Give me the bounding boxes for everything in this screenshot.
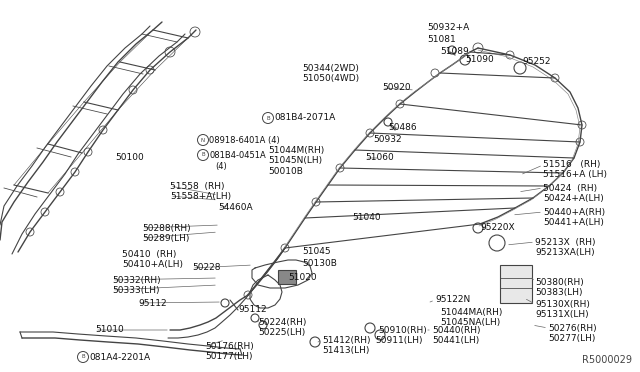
Text: 51044M(RH): 51044M(RH) xyxy=(268,145,324,154)
Text: 95130X(RH): 95130X(RH) xyxy=(535,299,590,308)
Text: 50932: 50932 xyxy=(373,135,402,144)
Text: 51045NA(LH): 51045NA(LH) xyxy=(440,317,500,327)
Text: 50932+A: 50932+A xyxy=(427,23,469,32)
Text: 51060: 51060 xyxy=(365,154,394,163)
Text: 95131X(LH): 95131X(LH) xyxy=(535,310,589,318)
Text: 51412(RH): 51412(RH) xyxy=(322,336,371,344)
Text: 50332(RH): 50332(RH) xyxy=(112,276,161,285)
Text: 50441+A(LH): 50441+A(LH) xyxy=(543,218,604,227)
Text: 51081: 51081 xyxy=(427,35,456,45)
Text: 51044MA(RH): 51044MA(RH) xyxy=(440,308,502,317)
Text: 50410+A(LH): 50410+A(LH) xyxy=(122,260,183,269)
Text: 51558+A(LH): 51558+A(LH) xyxy=(170,192,231,201)
Text: 50177(LH): 50177(LH) xyxy=(205,352,253,360)
Text: 51558  (RH): 51558 (RH) xyxy=(170,182,225,190)
Text: 50380(RH): 50380(RH) xyxy=(535,278,584,286)
Text: 51516+A (LH): 51516+A (LH) xyxy=(543,170,607,180)
Text: 51020: 51020 xyxy=(288,273,317,282)
Text: 50424+A(LH): 50424+A(LH) xyxy=(543,193,604,202)
Text: 50440(RH): 50440(RH) xyxy=(432,326,481,334)
Text: 081B4-0451A: 081B4-0451A xyxy=(209,151,266,160)
Text: 51090: 51090 xyxy=(465,55,493,64)
Text: 50288(RH): 50288(RH) xyxy=(142,224,191,232)
Text: 50276(RH): 50276(RH) xyxy=(548,324,596,333)
Text: 50440+A(RH): 50440+A(RH) xyxy=(543,208,605,217)
Text: 51040: 51040 xyxy=(352,214,381,222)
Text: 50225(LH): 50225(LH) xyxy=(258,327,305,337)
Text: 081B4-2071A: 081B4-2071A xyxy=(274,113,335,122)
Text: N: N xyxy=(201,138,205,142)
Text: 95112: 95112 xyxy=(138,298,166,308)
Text: B: B xyxy=(201,153,205,157)
Text: 95122N: 95122N xyxy=(435,295,470,305)
Text: 50424  (RH): 50424 (RH) xyxy=(543,183,597,192)
Text: 50344(2WD): 50344(2WD) xyxy=(302,64,359,73)
Text: 50010B: 50010B xyxy=(268,167,303,176)
Text: 51045N(LH): 51045N(LH) xyxy=(268,155,322,164)
Text: 51413(LH): 51413(LH) xyxy=(322,346,369,355)
Text: 51050(4WD): 51050(4WD) xyxy=(302,74,359,83)
Text: 54460A: 54460A xyxy=(218,203,253,212)
Text: 95112: 95112 xyxy=(238,305,267,314)
Text: 50130B: 50130B xyxy=(302,259,337,267)
Text: 50224(RH): 50224(RH) xyxy=(258,317,307,327)
Bar xyxy=(278,270,296,284)
Text: 50486: 50486 xyxy=(388,124,417,132)
Text: 50277(LH): 50277(LH) xyxy=(548,334,595,343)
Text: 50441(LH): 50441(LH) xyxy=(432,336,479,344)
Text: 50176(RH): 50176(RH) xyxy=(205,341,253,350)
Text: 50333(LH): 50333(LH) xyxy=(112,285,159,295)
Text: R5000029: R5000029 xyxy=(582,355,632,365)
Text: 50410  (RH): 50410 (RH) xyxy=(122,250,177,260)
Text: 51089: 51089 xyxy=(440,48,468,57)
Text: 95220X: 95220X xyxy=(480,224,515,232)
Text: 51516   (RH): 51516 (RH) xyxy=(543,160,600,170)
Text: 51010: 51010 xyxy=(95,326,124,334)
Text: 50228: 50228 xyxy=(192,263,221,273)
Text: 50383(LH): 50383(LH) xyxy=(535,288,582,296)
Text: B: B xyxy=(81,355,85,359)
Text: 081A4-2201A: 081A4-2201A xyxy=(89,353,150,362)
Bar xyxy=(500,265,532,303)
Text: (4): (4) xyxy=(215,161,227,170)
Text: 50920: 50920 xyxy=(382,83,411,93)
Text: 08918-6401A (4): 08918-6401A (4) xyxy=(209,135,280,144)
Text: 95213XA(LH): 95213XA(LH) xyxy=(535,247,595,257)
Text: 50911(LH): 50911(LH) xyxy=(375,336,422,344)
Text: 50289(LH): 50289(LH) xyxy=(142,234,189,243)
Text: 51045: 51045 xyxy=(302,247,331,257)
Text: B: B xyxy=(266,115,270,121)
Text: 50910(RH): 50910(RH) xyxy=(378,326,427,334)
Text: 95213X  (RH): 95213X (RH) xyxy=(535,237,595,247)
Text: 95252: 95252 xyxy=(522,58,550,67)
Text: 50100: 50100 xyxy=(115,154,144,163)
